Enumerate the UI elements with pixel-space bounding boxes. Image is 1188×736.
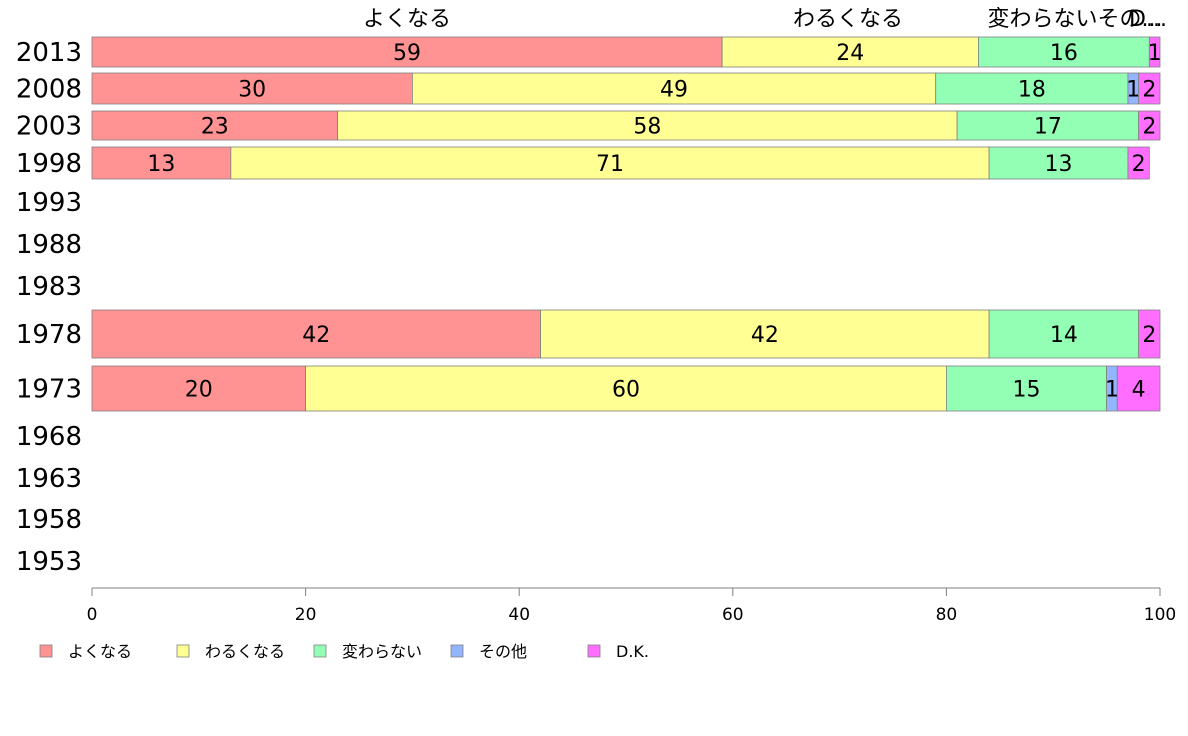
data-label: 18 [1018, 78, 1046, 103]
data-label: 13 [147, 152, 175, 177]
data-label: 49 [660, 78, 688, 103]
data-label: 1 [1148, 41, 1162, 66]
top-category-label: 変わらないその... [988, 7, 1163, 32]
year-label: 1998 [16, 149, 82, 179]
year-label: 1988 [16, 230, 82, 260]
data-label: 58 [633, 115, 661, 140]
bar-segment [1127, 146, 1150, 180]
legend-swatch [450, 644, 464, 658]
data-label: 42 [751, 323, 779, 348]
top-category-label: わるくなる [793, 7, 903, 32]
bar-segment [540, 309, 990, 359]
bar-segment [91, 36, 723, 68]
data-label: 71 [596, 152, 624, 177]
bar-segment [1138, 110, 1161, 141]
legend: よくなる わるくなる 変わらない その他 D.K. [39, 642, 649, 661]
top-category-label: D... [1129, 7, 1167, 32]
bar-segment [91, 365, 307, 412]
bar-segment [935, 72, 1129, 105]
year-label: 1958 [16, 505, 82, 535]
bar-segment [305, 365, 947, 412]
data-label: 42 [302, 323, 330, 348]
data-label: 59 [393, 41, 421, 66]
year-label: 1963 [16, 464, 82, 494]
data-label: 23 [201, 115, 229, 140]
year-label: 2008 [16, 75, 82, 105]
year-label: 2003 [16, 112, 82, 142]
year-labels: 2013 2008 2003 1998 1993 1988 1983 1978 1973 1968… [16, 38, 82, 577]
legend-swatch [313, 644, 327, 658]
year-label: 1978 [16, 320, 82, 350]
legend-label: わるくなる [205, 642, 285, 661]
x-tick-label: 100 [1144, 605, 1176, 625]
x-tick-label: 20 [295, 605, 317, 625]
legend-label: その他 [479, 642, 527, 661]
data-label: 13 [1045, 152, 1073, 177]
x-tick-label: 0 [87, 605, 98, 625]
data-label: 15 [1013, 378, 1041, 403]
bar-segment [988, 146, 1129, 180]
data-label: 16 [1050, 41, 1078, 66]
bar-segment [337, 110, 958, 141]
year-label: 1953 [16, 547, 82, 577]
bar-segment [1148, 36, 1161, 68]
year-label: 1973 [16, 375, 82, 405]
legend-label: 変わらない [342, 642, 422, 661]
year-label: 1983 [16, 272, 82, 302]
data-label: 60 [612, 378, 640, 403]
data-label: 1 [1126, 78, 1140, 103]
bar-segment [91, 309, 541, 359]
bar-segment [988, 309, 1140, 359]
data-label: 20 [185, 378, 213, 403]
data-label: 4 [1132, 378, 1146, 403]
bar-segment [978, 36, 1150, 68]
data-label: 2 [1132, 152, 1146, 177]
data-label: 2 [1142, 78, 1156, 103]
legend-label: よくなる [68, 642, 132, 661]
legend-label: D.K. [616, 642, 649, 661]
bar-segment [91, 146, 232, 180]
data-label: 30 [238, 78, 266, 103]
bar-segment [230, 146, 990, 180]
bars: 59 24 16 130 49 18 1 223 58 17 213 71 13 242 42 14 220 60… [91, 36, 1162, 412]
bar-segment [1138, 309, 1161, 359]
legend-swatch [176, 644, 190, 658]
bar-segment [721, 36, 979, 68]
bar-segment [946, 365, 1108, 412]
bar-segment [91, 72, 413, 105]
bar-segment [411, 72, 937, 105]
top-category-label: よくなる [363, 7, 451, 32]
year-label: 1968 [16, 422, 82, 452]
x-tick-label: 80 [936, 605, 958, 625]
data-label: 17 [1034, 115, 1062, 140]
data-label: 1 [1105, 378, 1119, 403]
year-label: 1993 [16, 188, 82, 218]
data-label: 2 [1142, 115, 1156, 140]
year-label: 2013 [16, 38, 82, 68]
legend-swatch [39, 644, 53, 658]
top-category-labels: よくなる わるくなる 変わらないその...D... [363, 7, 1167, 32]
data-label: 14 [1050, 323, 1078, 348]
data-label: 2 [1142, 323, 1156, 348]
bar-segment [1116, 365, 1161, 412]
x-tick-label: 60 [722, 605, 744, 625]
x-axis: 0 20 40 60 80 100 [87, 587, 1176, 625]
bar-segment [1138, 72, 1161, 105]
data-label: 24 [836, 41, 864, 66]
legend-swatch [587, 644, 601, 658]
x-tick-label: 40 [508, 605, 530, 625]
